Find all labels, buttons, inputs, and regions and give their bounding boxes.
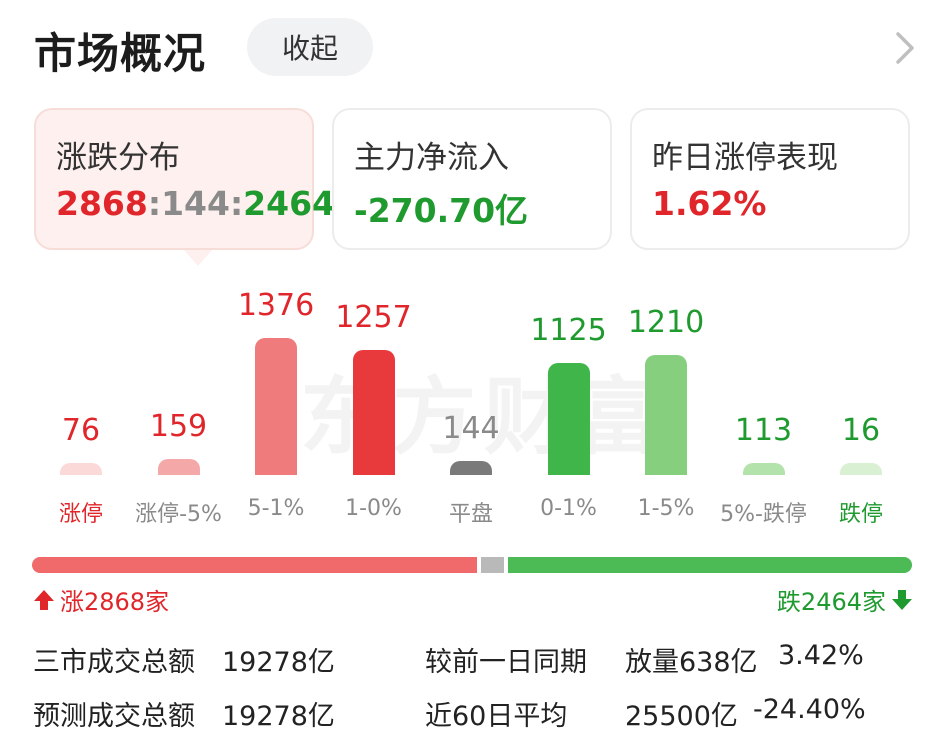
compare-value: 放量638亿: [625, 647, 758, 678]
distribution-bar: [32, 557, 912, 573]
down-count-label: 跌2464家: [776, 588, 886, 616]
ratio-separator: :: [229, 184, 244, 223]
bar-category-label: 5-1%: [247, 496, 305, 521]
bar-value-label: 1257: [335, 299, 412, 335]
card-yesterday-limit-up-performance[interactable]: 昨日涨停表现 1.62%: [630, 108, 910, 250]
bar-value-label: 1210: [627, 304, 705, 340]
total-turnover-value: 19278亿: [222, 647, 335, 678]
bar-category-label: 0-1%: [540, 496, 597, 521]
limit-up-performance-value: 1.62%: [652, 184, 767, 223]
compare-label: 较前一日同期: [425, 647, 587, 678]
card-label: 昨日涨停表现: [652, 140, 838, 176]
sixty-day-average-label: 近60日平均: [425, 701, 568, 732]
arrow-up-icon: [34, 589, 54, 610]
bar-category-label: 1-5%: [637, 496, 695, 521]
card-label: 主力净流入: [354, 140, 509, 176]
chart-bar: [742, 463, 785, 475]
up-count-value: 2868: [56, 184, 148, 223]
sixty-day-average-value: 25500亿: [625, 701, 738, 732]
market-overview-header: 市场概况 收起: [0, 0, 944, 96]
card-label: 涨跌分布: [56, 140, 180, 176]
ratio-separator: :: [147, 184, 162, 223]
bar-value-label: 1376: [237, 288, 315, 323]
chart-bar: [157, 459, 200, 475]
rise-fall-distribution-chart: 76 涨停 159 涨停-5% 1376 5-1% 1257 1-0% 144 平盘 1125 0-1…: [0, 280, 944, 530]
bar-category-label: 涨停: [58, 502, 103, 527]
chart-bar: [255, 338, 297, 475]
chart-bar: [645, 354, 687, 475]
chart-bar: [840, 463, 882, 475]
bar-category-label: 5%-跌停: [720, 502, 807, 527]
bar-category-label: 1-0%: [345, 496, 402, 521]
chart-bar: [352, 349, 395, 475]
collapse-button[interactable]: 收起: [247, 18, 373, 76]
forecast-turnover-label: 预测成交总额: [33, 701, 195, 732]
bar-value-label: 113: [734, 413, 793, 448]
card-rise-fall-distribution[interactable]: 涨跌分布 2868:144:2464: [34, 108, 335, 266]
distribution-flat-segment: [480, 557, 504, 573]
active-card-pointer: [184, 250, 212, 266]
bar-value-label: 16: [841, 413, 881, 448]
turnover-stats: 三市成交总额 19278亿 较前一日同期 放量638亿 3.42% 预测成交总额…: [0, 632, 944, 752]
chart-bar: [547, 362, 590, 475]
total-turnover-label: 三市成交总额: [33, 647, 195, 678]
flat-count-value: 144: [161, 184, 230, 223]
up-count-label: 涨2868家: [60, 588, 170, 616]
chart-bar: [60, 463, 102, 475]
chevron-right-icon[interactable]: [888, 30, 920, 66]
net-inflow-value: -270.70亿: [354, 191, 529, 230]
bar-category-label: 平盘: [448, 502, 493, 527]
card-main-net-inflow[interactable]: 主力净流入 -270.70亿: [332, 108, 612, 250]
compare-percent: 3.42%: [778, 640, 864, 671]
bar-value-label: 1125: [530, 312, 607, 348]
summary-cards: 涨跌分布 2868:144:2464 主力净流入 -270.70亿 昨日涨停表现…: [0, 108, 944, 268]
bar-value-label: 144: [442, 410, 500, 446]
bar-category-label: 涨停-5%: [135, 502, 222, 527]
chart-bar: [450, 460, 492, 475]
up-count-summary: 涨2868家: [32, 582, 169, 617]
arrow-down-icon: [892, 589, 912, 610]
bar-category-label: 跌停: [838, 502, 883, 527]
down-count-value: 2464: [243, 184, 336, 223]
bar-value-label: 159: [149, 409, 208, 445]
distribution-up-segment: [32, 557, 477, 573]
bar-value-label: 76: [61, 413, 101, 448]
down-count-summary: 跌2464家: [777, 582, 914, 617]
forecast-turnover-value: 19278亿: [222, 701, 335, 732]
sixty-day-average-percent: -24.40%: [753, 694, 866, 725]
page-title: 市场概况: [34, 29, 207, 78]
rise-fall-ratio: 2868:144:2464: [56, 184, 335, 223]
distribution-down-segment: [507, 557, 912, 573]
